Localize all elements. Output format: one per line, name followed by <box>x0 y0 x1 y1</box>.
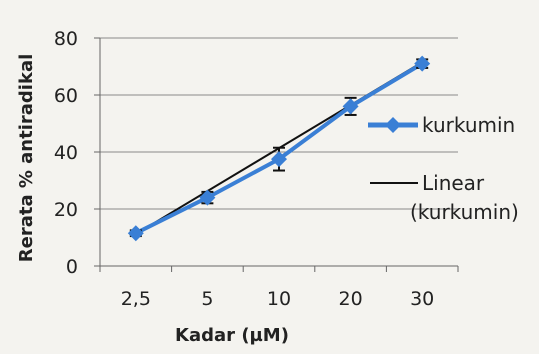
legend: kurkumin Linear (kurkumin) <box>368 113 519 224</box>
x-tick-label-3: 20 <box>339 288 363 310</box>
data-point-3 <box>342 98 359 115</box>
series-layer <box>127 55 431 242</box>
legend-linear-label-line2: (kurkumin) <box>410 200 519 224</box>
data-point-0 <box>127 225 144 242</box>
x-axis-title: Kadar (µM) <box>175 325 289 346</box>
y-tick-label-80: 80 <box>54 28 78 50</box>
legend-kurkumin-label: kurkumin <box>422 113 515 137</box>
y-tick-label-40: 40 <box>54 142 78 164</box>
data-point-1 <box>199 189 216 206</box>
data-point-2 <box>271 151 287 168</box>
y-tick-label-60: 60 <box>54 85 78 107</box>
tick-labels: 0 20 40 60 80 2,5 5 10 20 30 <box>54 28 434 310</box>
y-tick-label-0: 0 <box>66 256 78 278</box>
x-tick-label-1: 5 <box>201 288 213 310</box>
x-tick-label-0: 2,5 <box>121 288 151 310</box>
x-tick-label-4: 30 <box>410 288 434 310</box>
y-axis-title: Rerata % antiradikal <box>16 54 37 263</box>
legend-kurkumin-marker <box>385 117 401 133</box>
legend-linear-label-line1: Linear <box>422 171 485 195</box>
axes <box>94 37 459 272</box>
data-point-4 <box>414 55 431 72</box>
x-tick-label-2: 10 <box>267 288 291 310</box>
y-tick-label-20: 20 <box>54 199 78 221</box>
